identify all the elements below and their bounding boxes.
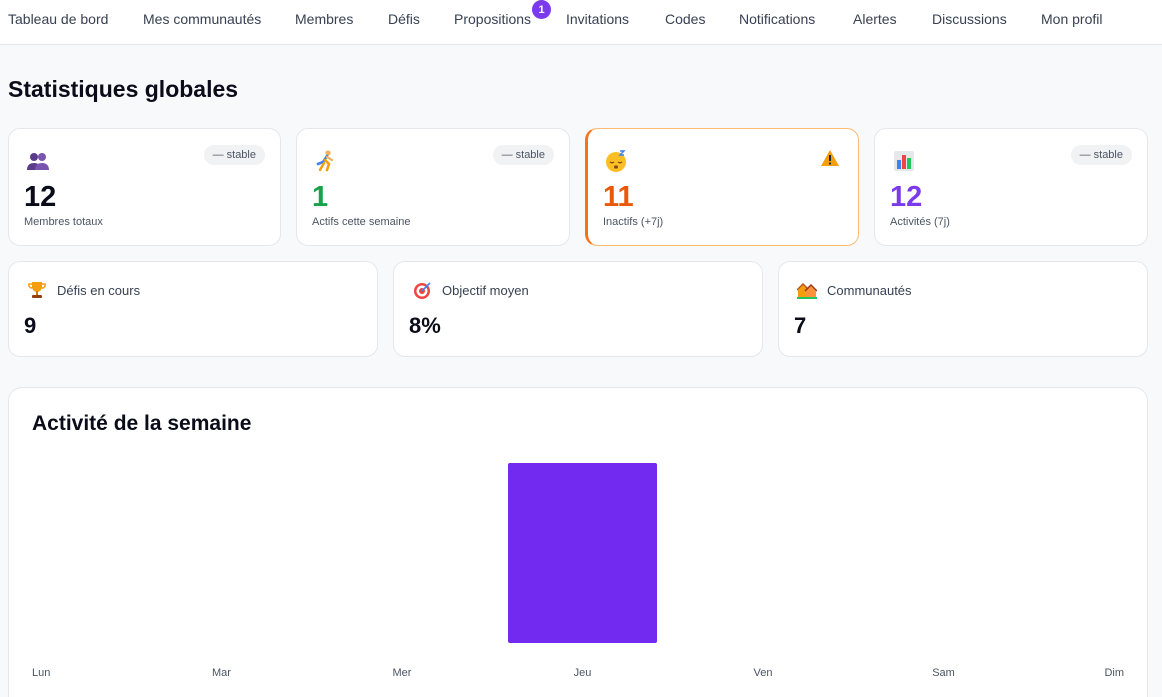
stat-label: Activités (7j) (890, 216, 950, 228)
nav-invitations[interactable]: Invitations (566, 11, 630, 27)
nav-mes-communautes[interactable]: Mes communautés (143, 11, 262, 27)
bar-jeu (508, 463, 657, 643)
x-tick-lun: Lun (32, 667, 50, 679)
houses-icon (797, 282, 817, 299)
chart-title: Activité de la semaine (32, 412, 252, 435)
propositions-count-badge: 1 (532, 0, 551, 19)
x-tick-jeu: Jeu (574, 667, 592, 679)
stat-value: 9 (24, 313, 37, 338)
nav-discussions[interactable]: Discussions (932, 11, 1007, 27)
trend-badge: — stable (1070, 145, 1132, 165)
stat-label: Communautés (827, 283, 912, 298)
x-tick-mar: Mar (212, 667, 231, 679)
stat-value: 1 (312, 181, 329, 213)
nav-codes[interactable]: Codes (665, 11, 706, 27)
stat-card-objectif: Objectif moyen 8% (393, 261, 763, 357)
stat-card-membres: — stable 12 Membres totaux (8, 128, 281, 246)
stat-card-inactifs: 11 Inactifs (+7j) (585, 128, 859, 246)
x-tick-ven: Ven (754, 667, 773, 679)
top-navigation: Tableau de bord Mes communautés Membres … (0, 0, 1162, 45)
x-tick-mer: Mer (393, 667, 412, 679)
warning-icon (821, 150, 839, 166)
stat-value: 8% (409, 313, 441, 338)
page-title: Statistiques globales (8, 76, 239, 102)
weekly-activity-chart: Lun Mar Mer Jeu Ven Sam Dim (32, 463, 1124, 679)
stat-value: 12 (24, 181, 57, 213)
nav-mon-profil[interactable]: Mon profil (1041, 11, 1103, 27)
trend-badge: — stable (492, 145, 554, 165)
stat-value: 7 (794, 313, 807, 338)
target-icon (414, 282, 431, 299)
stat-value: 11 (603, 181, 634, 213)
sleeping-face-icon (606, 150, 626, 172)
stat-label: Actifs cette semaine (312, 216, 411, 228)
nav-propositions[interactable]: Propositions (454, 11, 532, 27)
nav-notifications[interactable]: Notifications (739, 11, 816, 27)
stat-card-activites: — stable 12 Activités (7j) (874, 128, 1148, 246)
trend-badge: — stable (203, 145, 265, 165)
x-tick-sam: Sam (932, 667, 955, 679)
nav-tableau-de-bord[interactable]: Tableau de bord (8, 11, 109, 27)
nav-defis[interactable]: Défis (388, 11, 420, 27)
bar-chart-icon (894, 151, 914, 171)
runner-icon (316, 150, 334, 172)
stat-card-actifs: — stable 1 Actifs cette semaine (296, 128, 570, 246)
nav-membres[interactable]: Membres (295, 11, 354, 27)
stat-card-communautes: Communautés 7 (778, 261, 1148, 357)
stat-label: Objectif moyen (442, 283, 529, 298)
stat-value: 12 (890, 181, 923, 213)
stat-label: Membres totaux (24, 216, 103, 228)
stat-label: Inactifs (+7j) (603, 216, 664, 228)
weekly-activity-card: Activité de la semaine Lun Mar Mer Jeu Ven Sa… (8, 387, 1148, 697)
nav-alertes[interactable]: Alertes (853, 11, 897, 27)
trophy-icon (28, 282, 46, 298)
two-people-icon (27, 153, 49, 170)
stat-card-defis: Défis en cours 9 (8, 261, 378, 357)
stat-label: Défis en cours (57, 283, 141, 298)
x-tick-dim: Dim (1104, 667, 1124, 679)
